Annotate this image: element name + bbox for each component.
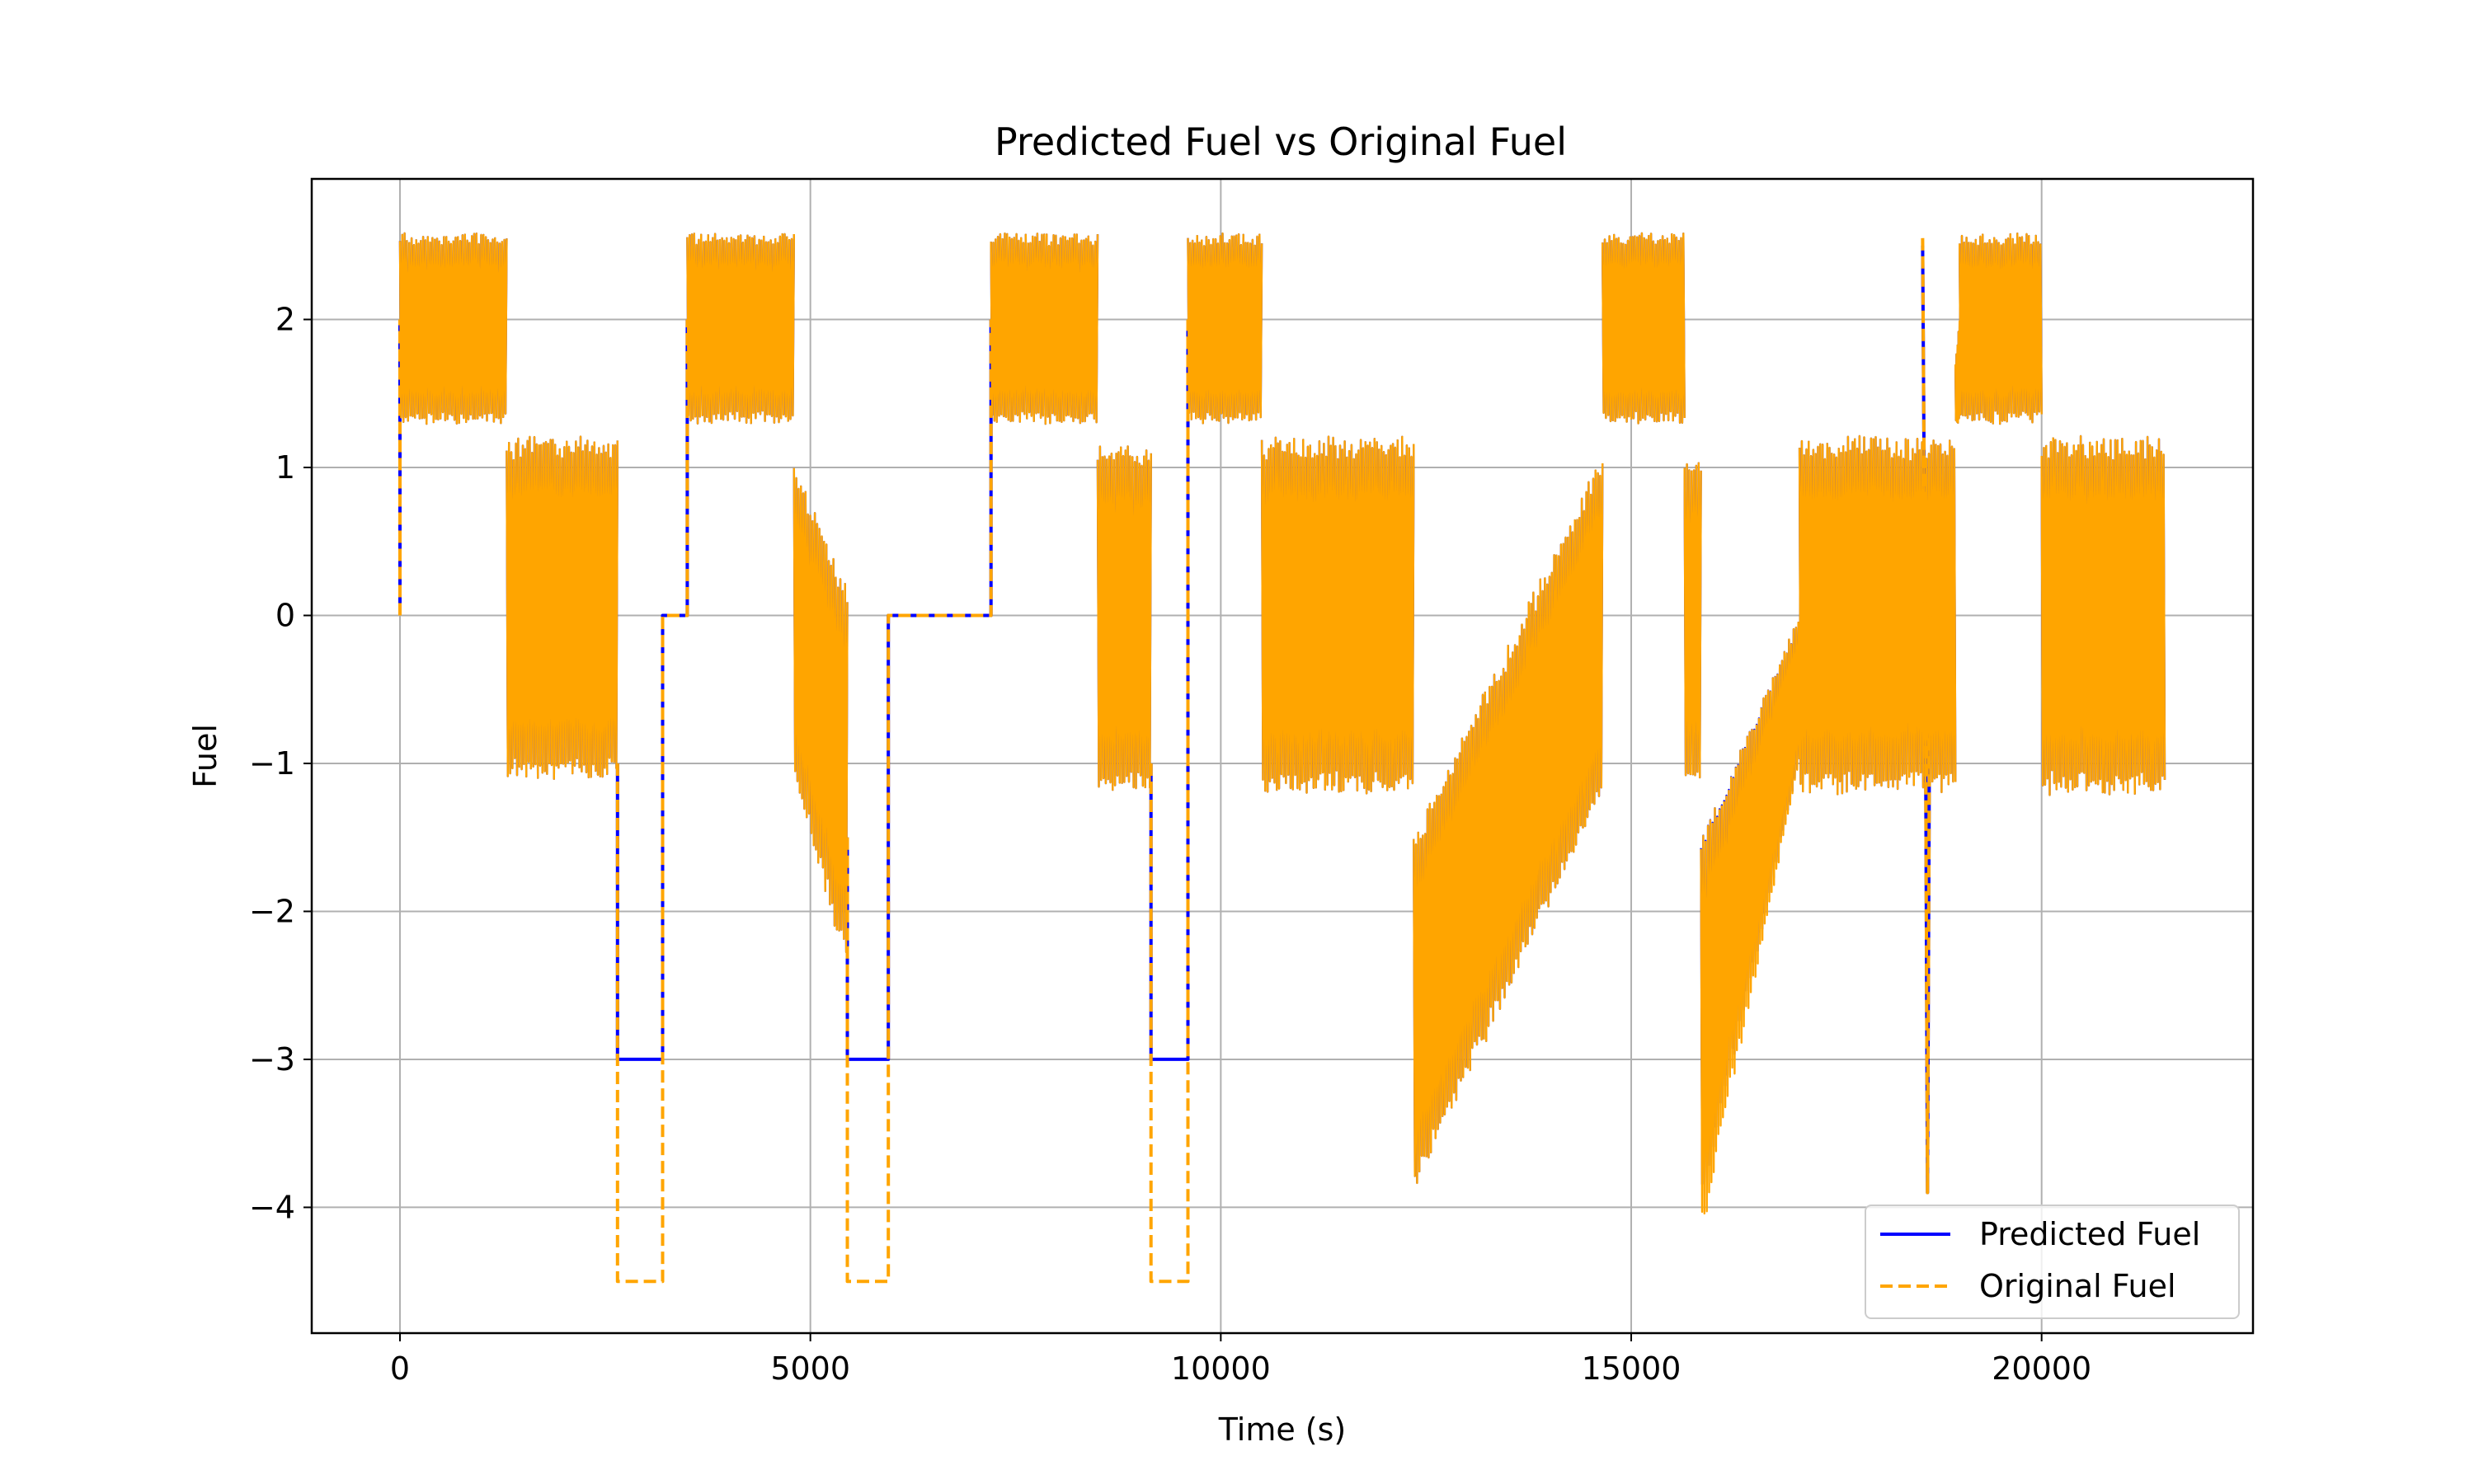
legend-label-predicted: Predicted Fuel — [1979, 1216, 2200, 1252]
series-segment — [2042, 436, 2165, 795]
y-tick-label: −4 — [249, 1189, 295, 1225]
x-axis-label: Time (s) — [1218, 1411, 1347, 1448]
y-tick-label: −2 — [249, 893, 295, 929]
series-segment — [1685, 463, 1701, 777]
series-segment — [1959, 233, 2042, 424]
x-tick-label: 20000 — [1992, 1350, 2091, 1387]
y-tick-label: 0 — [275, 597, 295, 633]
x-tick-label: 0 — [390, 1350, 410, 1387]
y-tick-label: 2 — [275, 302, 295, 338]
series-segment — [1799, 436, 1955, 794]
x-tick-label: 10000 — [1171, 1350, 1271, 1387]
legend: Predicted Fuel Original Fuel — [1865, 1205, 2239, 1318]
y-tick-label: −1 — [249, 745, 295, 782]
legend-label-original: Original Fuel — [1979, 1268, 2176, 1304]
series-segment — [1098, 446, 1151, 790]
chart-title: Predicted Fuel vs Original Fuel — [995, 120, 1567, 164]
series-segment — [1262, 437, 1413, 794]
y-tick-label: −3 — [249, 1041, 295, 1078]
y-axis-label: Fuel — [187, 724, 223, 788]
series-segment — [1602, 233, 1685, 424]
x-tick-label: 5000 — [770, 1350, 850, 1387]
x-tick-label: 15000 — [1582, 1350, 1681, 1387]
y-tick-label: 1 — [275, 449, 295, 486]
